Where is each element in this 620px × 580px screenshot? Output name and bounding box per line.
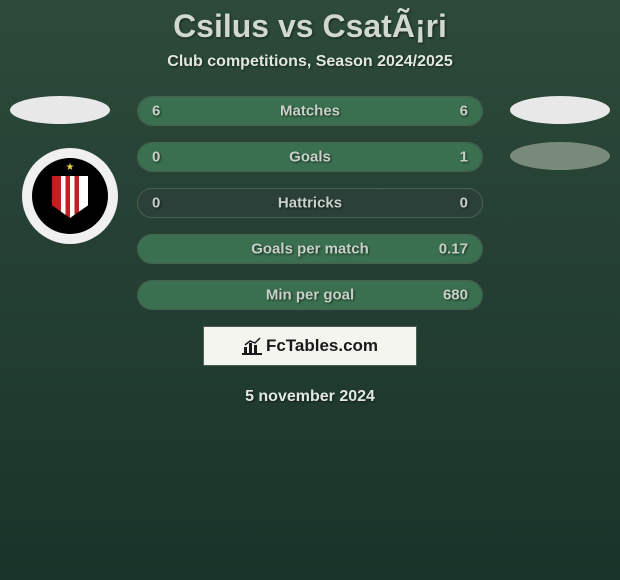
stat-row: Goals per match 0.17	[137, 234, 483, 264]
stat-label: Matches	[280, 103, 340, 120]
brand-chart-icon	[242, 337, 262, 355]
club-badge-inner: ★	[32, 158, 108, 234]
badge-star-icon: ★	[66, 162, 75, 173]
player-right-oval-1	[510, 96, 610, 124]
stat-label: Goals	[289, 149, 331, 166]
stat-value-right: 6	[460, 103, 468, 120]
brand-text: FcTables.com	[266, 336, 378, 356]
page-title: Csilus vs CsatÃ¡ri	[0, 8, 620, 45]
stat-value-right: 680	[443, 287, 468, 304]
stat-label: Goals per match	[251, 241, 369, 258]
stat-value-right: 0	[460, 195, 468, 212]
stat-row: 0 Hattricks 0	[137, 188, 483, 218]
brand-box: FcTables.com	[203, 326, 417, 366]
stat-label: Min per goal	[266, 287, 354, 304]
stat-rows: 6 Matches 6 0 Goals 1 0 Hattricks 0 Goals per mat…	[137, 96, 483, 310]
stat-value-right: 0.17	[439, 241, 468, 258]
stat-row: 6 Matches 6	[137, 96, 483, 126]
club-badge-left: ★	[22, 148, 118, 244]
comparison-card: Csilus vs CsatÃ¡ri Club competitions, Se…	[0, 0, 620, 406]
stat-value-right: 1	[460, 149, 468, 166]
stat-value-left: 0	[152, 195, 160, 212]
date-label: 5 november 2024	[0, 388, 620, 406]
player-right-oval-2	[510, 142, 610, 170]
subtitle: Club competitions, Season 2024/2025	[0, 53, 620, 71]
stat-label: Hattricks	[278, 195, 342, 212]
stat-value-left: 6	[152, 103, 160, 120]
stat-row: 0 Goals 1	[137, 142, 483, 172]
main-area: ★ 6 Matches 6 0 Goals 1 0 Hattricks 0 Goals per m…	[0, 96, 620, 406]
badge-shield-icon	[52, 176, 88, 218]
player-left-oval	[10, 96, 110, 124]
stat-row: Min per goal 680	[137, 280, 483, 310]
stat-value-left: 0	[152, 149, 160, 166]
